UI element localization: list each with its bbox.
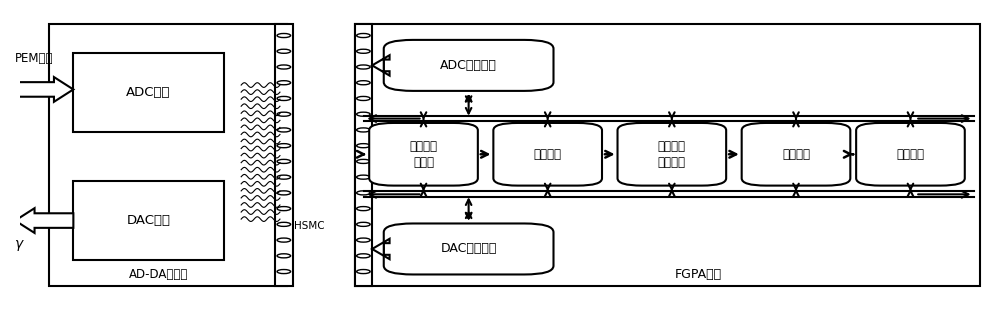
Bar xyxy=(49,24,287,286)
FancyBboxPatch shape xyxy=(369,123,478,186)
Polygon shape xyxy=(372,55,390,76)
FancyBboxPatch shape xyxy=(856,123,965,186)
Text: HSMC: HSMC xyxy=(294,221,324,231)
Bar xyxy=(355,24,372,286)
Text: PEM信号: PEM信号 xyxy=(15,52,54,65)
FancyBboxPatch shape xyxy=(384,40,554,91)
FancyBboxPatch shape xyxy=(742,123,850,186)
Text: 幅值计算: 幅值计算 xyxy=(782,148,810,161)
FancyBboxPatch shape xyxy=(493,123,602,186)
FancyBboxPatch shape xyxy=(384,224,554,274)
Text: 快速傅里
叶变换: 快速傅里 叶变换 xyxy=(410,140,438,169)
Bar xyxy=(73,53,224,132)
Text: 角度计算: 角度计算 xyxy=(896,148,924,161)
Text: FGPA模块: FGPA模块 xyxy=(675,268,722,281)
Bar xyxy=(275,24,293,286)
Text: DAC模块: DAC模块 xyxy=(127,214,171,227)
Polygon shape xyxy=(372,239,390,259)
Text: DAC时序控制: DAC时序控制 xyxy=(440,242,497,255)
Bar xyxy=(355,24,980,286)
Polygon shape xyxy=(15,208,73,233)
Text: 快速傅里
叶逆变换: 快速傅里 叶逆变换 xyxy=(658,140,686,169)
FancyBboxPatch shape xyxy=(618,123,726,186)
Polygon shape xyxy=(15,77,73,102)
Text: AD-DA电路板: AD-DA电路板 xyxy=(129,268,188,281)
Text: γ: γ xyxy=(15,237,23,251)
Bar xyxy=(73,181,224,260)
Text: 频谱分离: 频谱分离 xyxy=(534,148,562,161)
Text: ADC时序控制: ADC时序控制 xyxy=(440,59,497,72)
Text: ADC模块: ADC模块 xyxy=(126,86,171,99)
